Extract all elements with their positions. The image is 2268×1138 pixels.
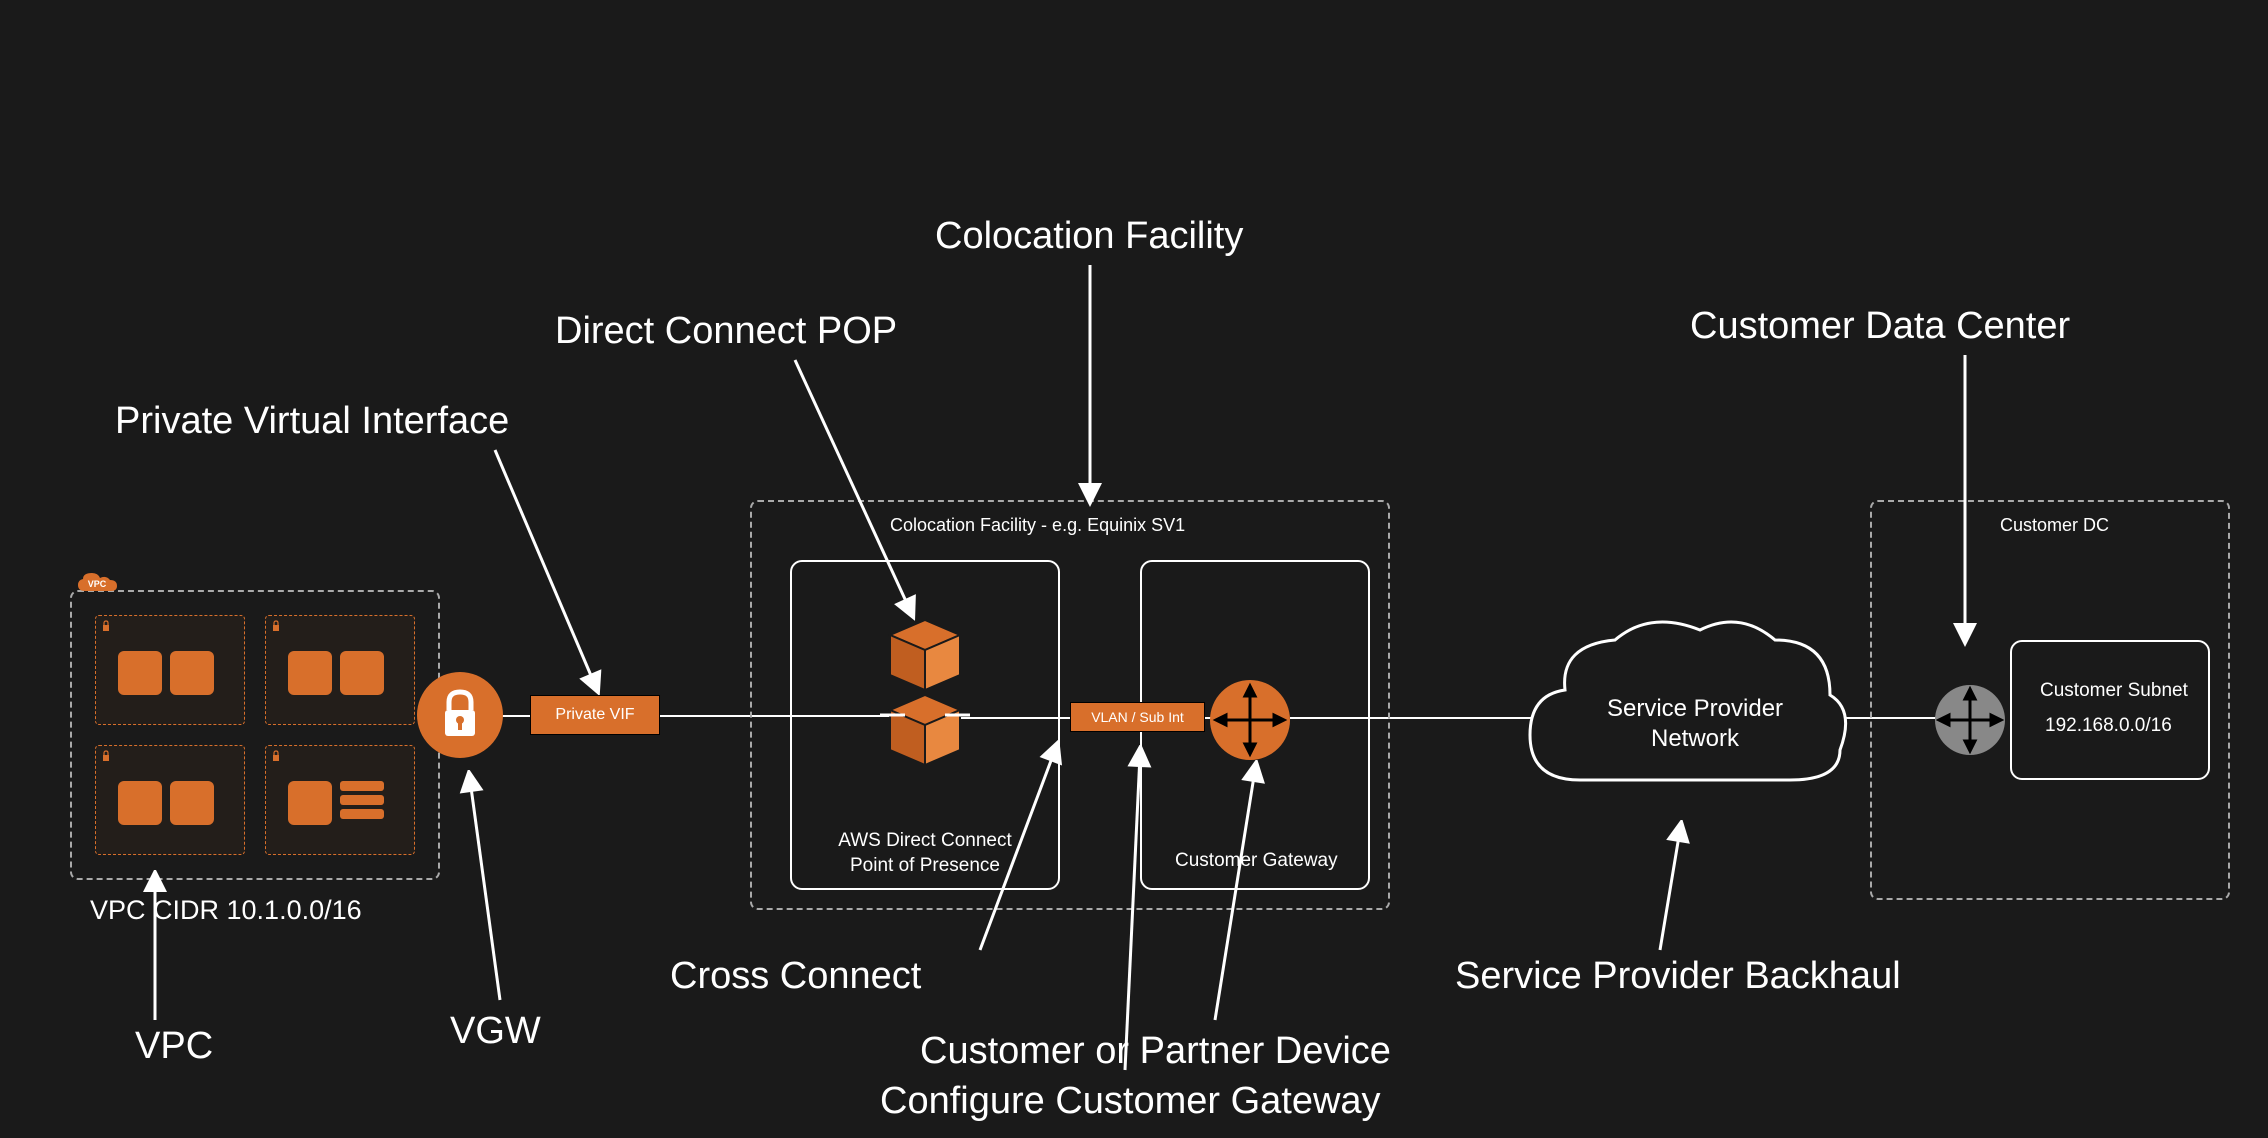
arrow-vpc — [125, 870, 185, 1030]
arrow-sp-backhaul — [1620, 820, 1720, 960]
arrow-dc-pop — [790, 355, 930, 625]
dc-router-icon — [1935, 685, 2005, 755]
private-vif-box: Private VIF — [530, 695, 660, 735]
arrow-customer-device — [1195, 760, 1295, 1030]
configure-customer-gateway-label: Configure Customer Gateway — [880, 1080, 1381, 1123]
customer-data-center-label: Customer Data Center — [1690, 305, 2070, 348]
arrow-customer-dc — [1905, 350, 2015, 650]
customer-subnet-label: Customer Subnet — [2040, 680, 2188, 702]
arrow-colocation — [1060, 260, 1120, 510]
spn-label-2: Network — [1595, 725, 1795, 753]
cgw-router-icon — [1210, 680, 1290, 760]
lock-icon — [100, 750, 112, 762]
customer-dc-label: Customer DC — [2000, 515, 2109, 536]
subnet-2 — [265, 615, 415, 725]
arrow-configure-cgw — [1095, 745, 1175, 1075]
svg-text:VPC: VPC — [88, 579, 107, 589]
colocation-facility-label: Colocation Facility — [935, 215, 1243, 258]
direct-connect-pop-label: Direct Connect POP — [555, 310, 897, 353]
vgw-label: VGW — [450, 1010, 541, 1053]
private-vif-label: Private VIF — [555, 706, 634, 724]
arrow-vgw — [450, 770, 530, 1010]
arrow-cross-connect — [970, 740, 1090, 960]
colocation-inner-label: Colocation Facility - e.g. Equinix SV1 — [890, 515, 1185, 536]
subnet-3 — [95, 745, 245, 855]
service-provider-backhaul-label: Service Provider Backhaul — [1455, 955, 1901, 998]
subnet-1 — [95, 615, 245, 725]
customer-subnet-box — [2010, 640, 2210, 780]
spn-label-1: Service Provider — [1595, 695, 1795, 723]
arrow-pvi — [485, 445, 615, 695]
lock-icon — [270, 750, 282, 762]
private-virtual-interface-label: Private Virtual Interface — [115, 400, 509, 443]
vpc-cloud-badge: VPC — [70, 567, 130, 602]
subnet-4 — [265, 745, 415, 855]
vlan-label: VLAN / Sub Int — [1091, 709, 1184, 725]
cross-connect-label: Cross Connect — [670, 955, 921, 998]
lock-icon — [270, 620, 282, 632]
vpc-label: VPC — [135, 1025, 213, 1068]
customer-subnet-cidr: 192.168.0.0/16 — [2045, 715, 2172, 737]
lock-icon — [100, 620, 112, 632]
vlan-box: VLAN / Sub Int — [1070, 702, 1205, 732]
